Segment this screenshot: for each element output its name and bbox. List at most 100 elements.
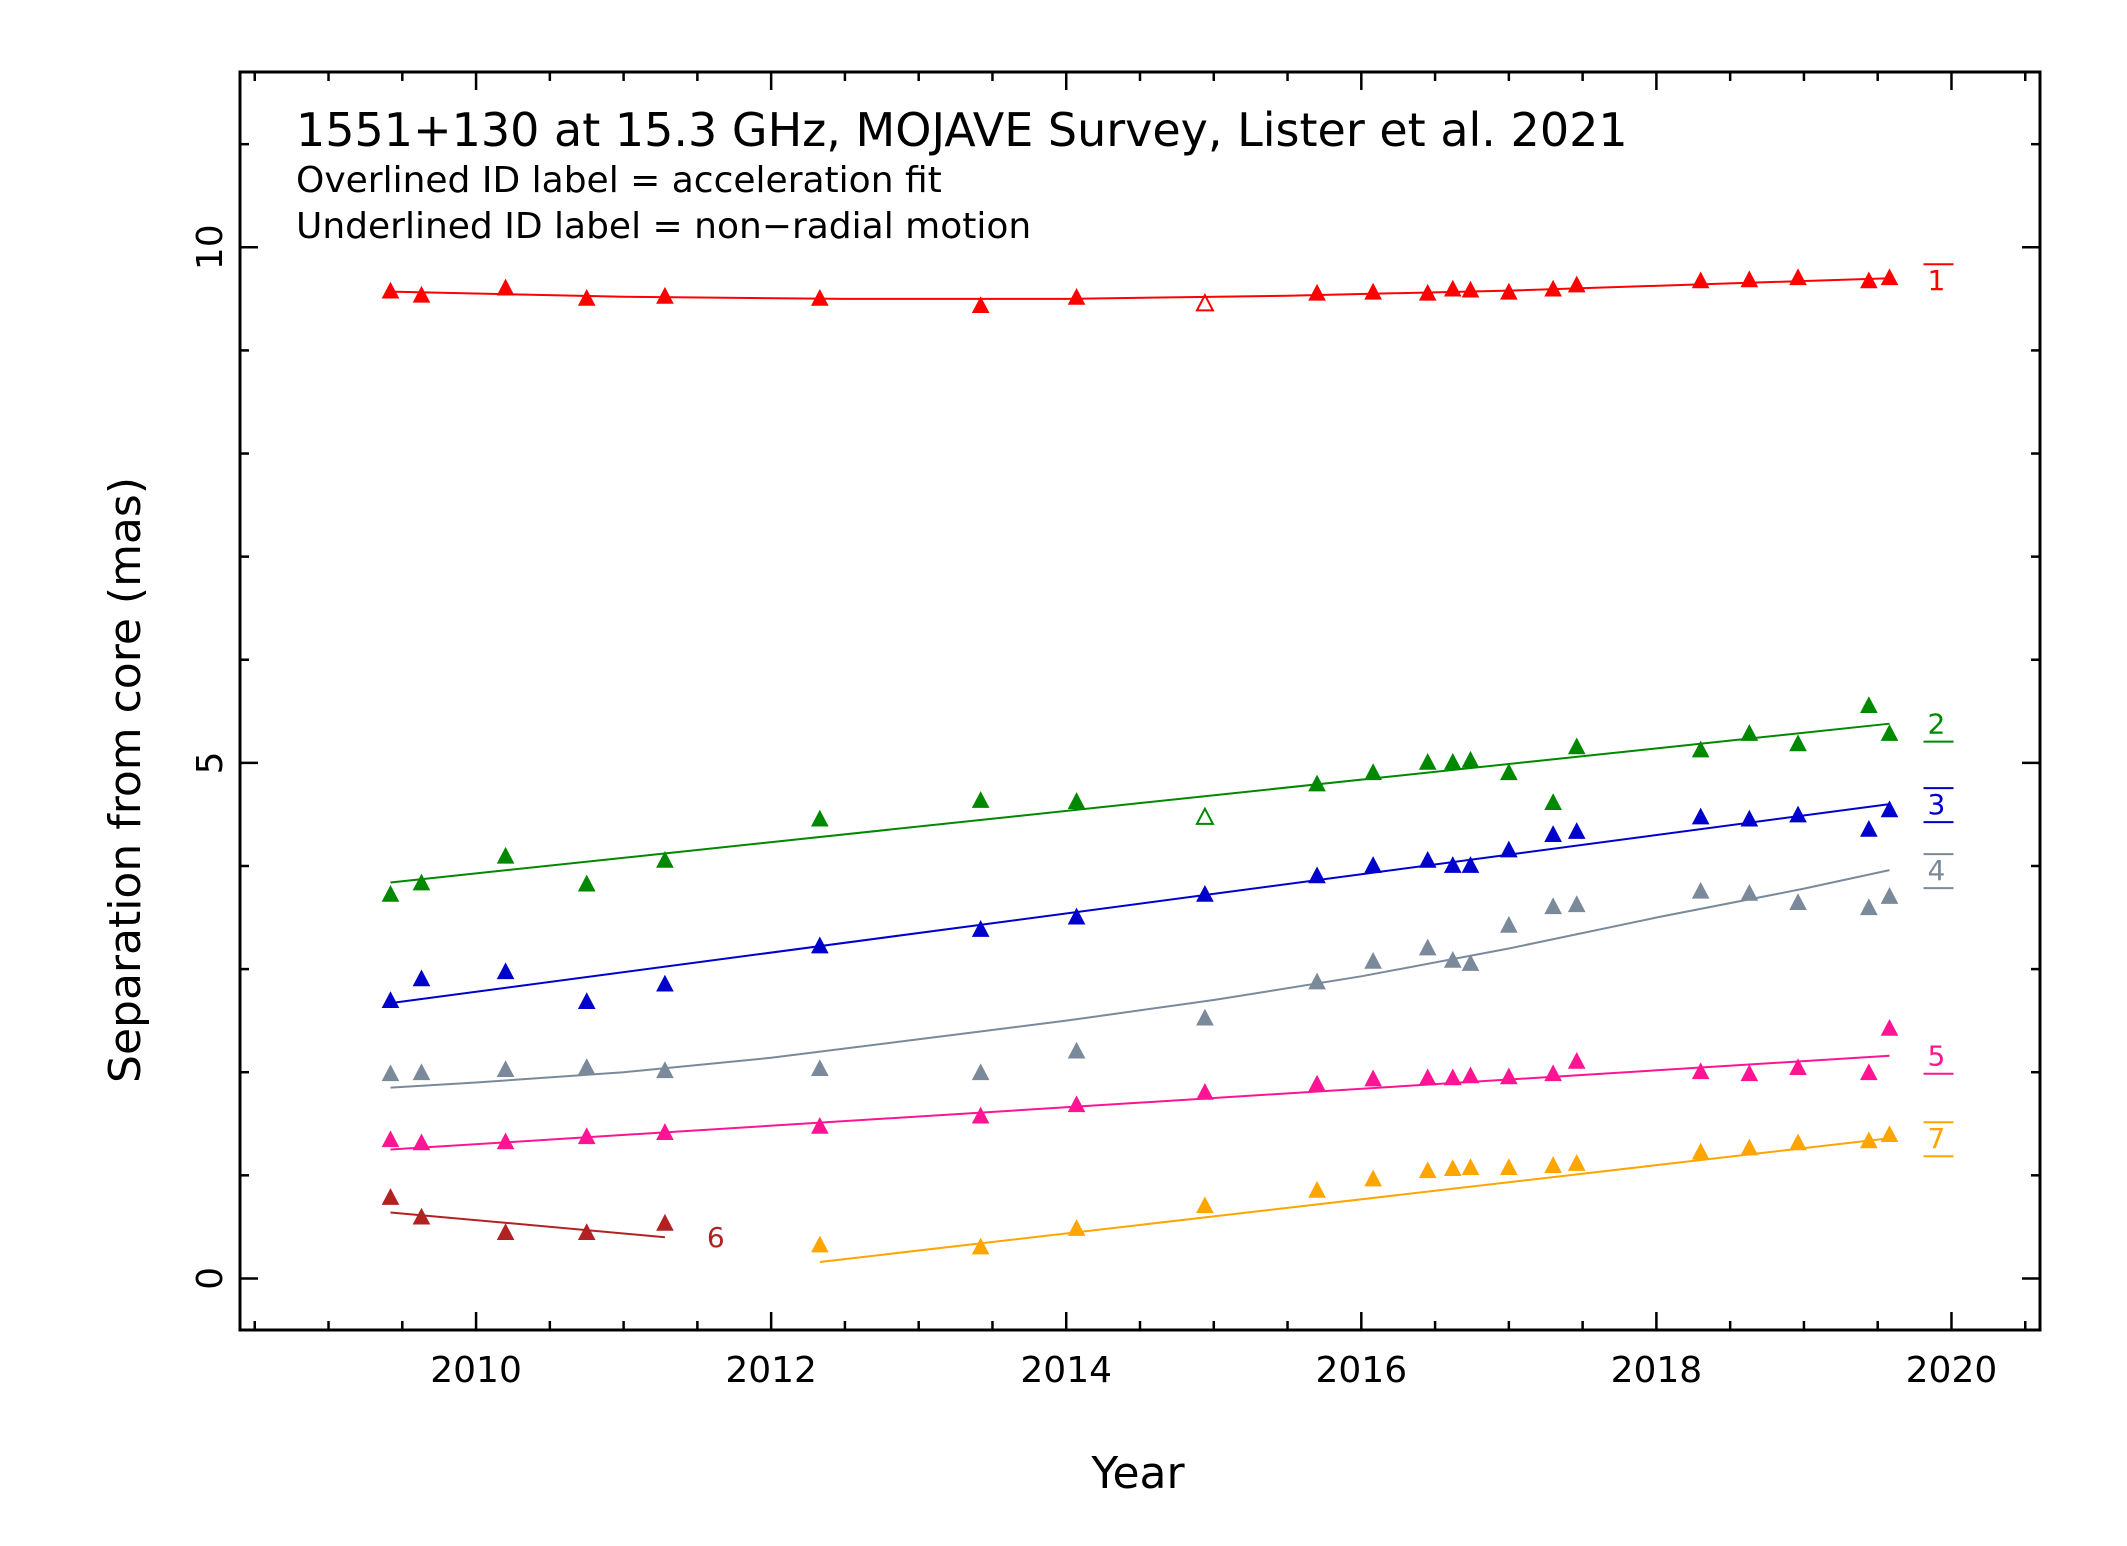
- chart-title: 1551+130 at 15.3 GHz, MOJAVE Survey, Lis…: [296, 103, 1628, 157]
- point-component-6: [381, 1188, 400, 1205]
- point-component-1: [412, 285, 431, 303]
- point-component-7: [1880, 1125, 1899, 1143]
- point-component-4: [412, 1063, 431, 1081]
- point-component-4: [1740, 883, 1759, 901]
- point-component-3: [577, 992, 596, 1009]
- point-component-1: [656, 286, 674, 304]
- point-component-1: [1364, 282, 1382, 300]
- point-component-5: [381, 1130, 400, 1148]
- point-component-1: [1740, 270, 1759, 288]
- x-tick-label: 2018: [1611, 1350, 1703, 1391]
- point-component-5: [656, 1123, 674, 1140]
- point-component-4: [1880, 887, 1899, 904]
- fit-line-component-3: [390, 803, 1890, 1005]
- point-component-3: [1196, 884, 1214, 902]
- point-component-4: [381, 1064, 400, 1082]
- point-component-2: [1544, 793, 1562, 810]
- point-component-4: [811, 1059, 829, 1077]
- point-component-2: [971, 791, 990, 808]
- point-component-5: [1500, 1067, 1518, 1085]
- point-component-7: [1443, 1159, 1462, 1177]
- point-component-1: [1067, 287, 1086, 305]
- point-component-5: [496, 1132, 515, 1150]
- point-component-2: [1860, 696, 1878, 714]
- point-component-4: [1364, 952, 1382, 969]
- point-component-4: [496, 1060, 515, 1078]
- point-component-4: [1461, 954, 1480, 971]
- point-component-4: [1544, 897, 1562, 915]
- id-label-2: 2: [1928, 708, 1946, 741]
- point-component-4: [1500, 915, 1518, 933]
- point-component-3: [1567, 822, 1586, 839]
- point-component-5: [1461, 1066, 1480, 1084]
- y-tick-label: 5: [190, 751, 231, 774]
- point-component-5: [412, 1133, 431, 1151]
- id-label-4: 4: [1928, 854, 1946, 887]
- point-component-4: [1567, 895, 1586, 913]
- chart-subtitle-nonradial: Underlined ID label = non−radial motion: [296, 206, 1031, 247]
- point-component-7: [1740, 1138, 1759, 1156]
- point-component-2: [1740, 724, 1759, 741]
- point-component-7: [1196, 1196, 1214, 1214]
- fit-line-component-7: [819, 1137, 1890, 1263]
- point-component-5: [1364, 1069, 1382, 1087]
- point-component-6: [577, 1223, 596, 1240]
- point-component-3: [1740, 809, 1759, 827]
- point-component-4: [1443, 950, 1462, 968]
- x-tick-labels: 2010 2012 2014 2016 2018 2020: [430, 1350, 1997, 1391]
- open-point-component-2: [1195, 806, 1215, 825]
- point-component-1: [1691, 271, 1710, 289]
- point-component-5: [971, 1106, 990, 1124]
- y-tick-label: 10: [190, 224, 231, 270]
- id-label-6: 6: [707, 1221, 725, 1254]
- point-component-3: [1691, 807, 1710, 825]
- point-component-1: [1308, 283, 1326, 301]
- point-component-4: [1418, 938, 1437, 956]
- point-component-4: [971, 1063, 990, 1081]
- point-component-1: [1567, 275, 1586, 293]
- fit-line-component-2: [390, 722, 1890, 884]
- point-component-4: [1789, 893, 1807, 911]
- point-component-1: [1418, 283, 1437, 301]
- point-component-1: [577, 288, 596, 306]
- open-point-component-1: [1195, 293, 1215, 312]
- id-label-3: 3: [1928, 788, 1946, 821]
- fit-line-component-4: [390, 869, 1890, 1089]
- point-component-5: [1860, 1063, 1878, 1081]
- point-component-2: [1067, 792, 1086, 809]
- fit-line-component-5: [390, 1054, 1890, 1151]
- point-component-1: [381, 281, 400, 299]
- point-component-6: [656, 1213, 674, 1231]
- point-component-4: [1308, 972, 1326, 990]
- id-label-1: 1: [1928, 264, 1946, 297]
- point-component-5: [1789, 1058, 1807, 1075]
- point-component-6: [496, 1223, 515, 1240]
- point-component-3: [1461, 856, 1480, 873]
- point-component-5: [577, 1127, 596, 1145]
- point-component-3: [1860, 820, 1878, 837]
- point-component-5: [1067, 1095, 1086, 1113]
- point-component-5: [1308, 1074, 1326, 1092]
- point-component-4: [1196, 1008, 1214, 1026]
- point-component-7: [1567, 1154, 1586, 1171]
- chart-subtitle-acceleration: Overlined ID label = acceleration fit: [296, 160, 942, 201]
- point-component-2: [412, 873, 431, 891]
- x-tick-label: 2020: [1906, 1350, 1998, 1391]
- point-component-7: [1860, 1131, 1878, 1149]
- point-component-4: [1691, 881, 1710, 899]
- point-component-5: [1740, 1064, 1759, 1082]
- point-component-3: [1789, 805, 1807, 823]
- point-component-1: [1789, 268, 1807, 286]
- point-component-5: [1544, 1064, 1562, 1082]
- point-component-3: [656, 974, 674, 992]
- point-component-1: [1443, 279, 1462, 297]
- point-component-2: [656, 850, 674, 868]
- point-component-5: [1691, 1062, 1710, 1080]
- point-component-5: [1880, 1019, 1899, 1036]
- point-component-2: [1880, 724, 1899, 741]
- point-component-1: [1500, 282, 1518, 300]
- point-component-3: [811, 936, 829, 954]
- x-tick-label: 2010: [430, 1350, 522, 1391]
- point-component-6: [412, 1207, 431, 1225]
- axis-ticks: [240, 72, 2040, 1330]
